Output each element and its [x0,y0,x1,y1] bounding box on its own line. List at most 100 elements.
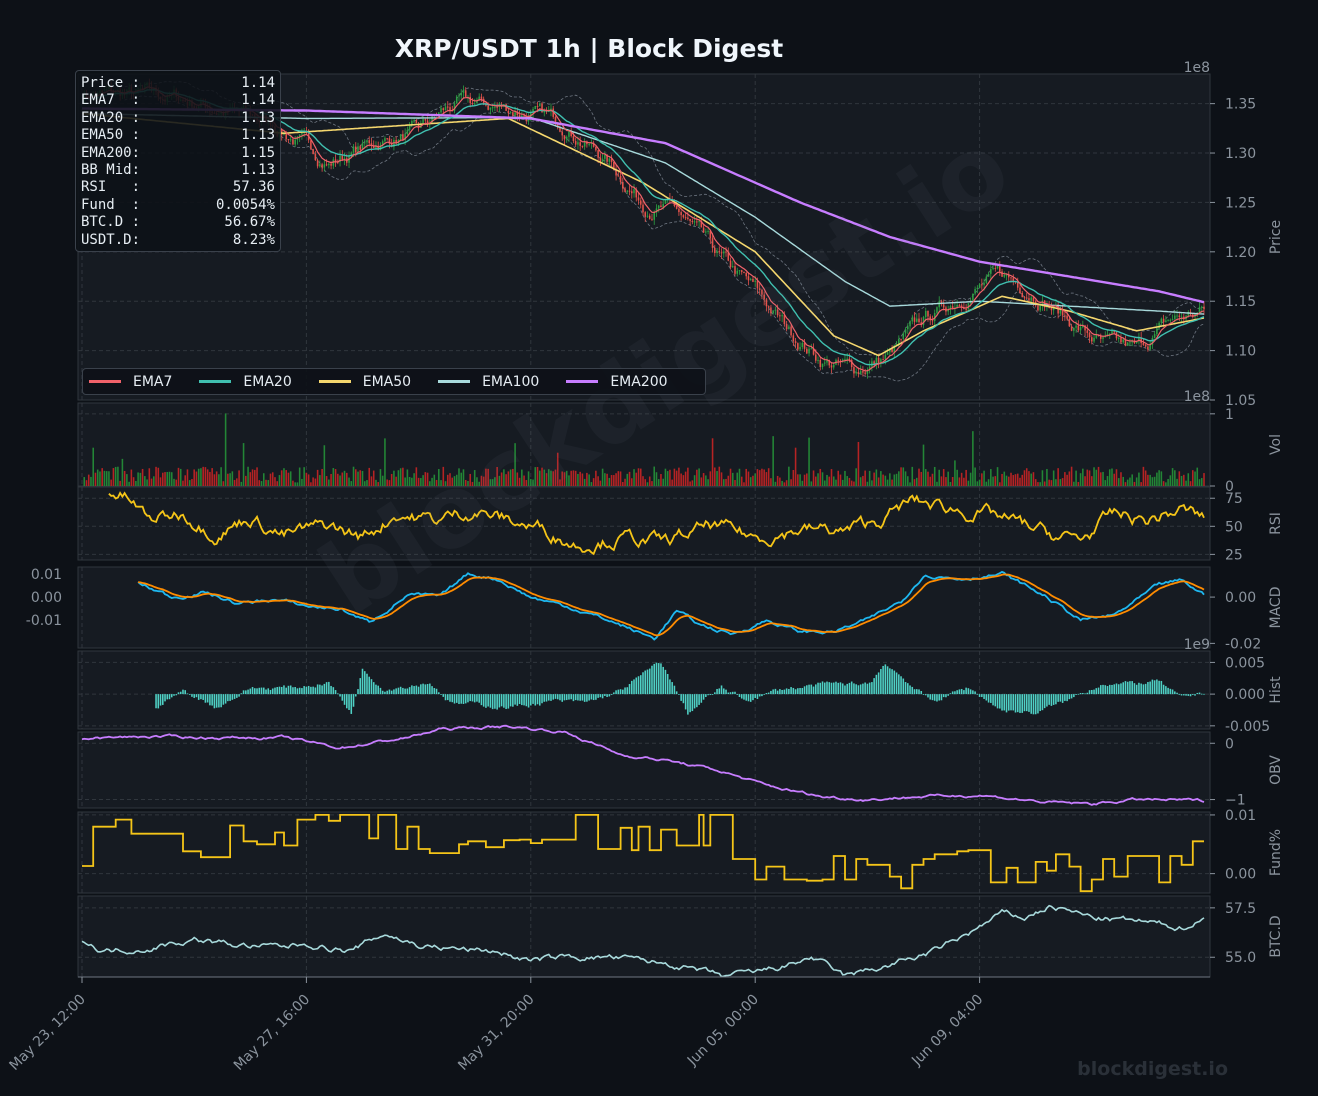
hist-bar [525,694,528,707]
candle-body [372,145,375,148]
volume-bar [727,475,730,486]
volume-bar [471,481,474,486]
hist-bar [774,688,777,695]
info-label: BTC.D : [81,214,141,231]
hist-bar [1111,684,1113,695]
volume-bar [969,472,972,486]
candle-body [693,221,696,223]
hist-bar [1057,694,1059,702]
hist-bar [940,694,943,701]
hist-bar [1189,694,1192,697]
candle-body [330,163,332,166]
hist-bar [846,683,848,695]
hist-bar [1023,694,1026,712]
volume-bar [1200,478,1203,486]
hist-bar [646,669,649,695]
candle-body [1039,305,1041,311]
volume-bar [1106,476,1109,486]
candle-body [601,158,604,162]
watermark: blockdigest.io [1077,1058,1228,1080]
volume-bar [96,469,99,486]
hist-bar [399,686,402,695]
legend-item-ema20: EMA20 [199,374,292,390]
volume-bar [305,472,308,486]
hist-bar [1158,680,1160,695]
volume-bar [588,474,590,486]
volume-bar [262,473,265,486]
volume-bar [776,475,779,486]
candle-body [985,276,988,283]
volume-bar [922,444,925,486]
volume-bar [137,472,139,486]
candle-body [485,104,487,106]
hist-bar [613,692,615,695]
rsi-line [108,491,1205,556]
hist-bar [718,688,721,695]
legend-item-ema50: EMA50 [318,374,411,390]
hist-bar [202,694,204,700]
candle-body [1160,318,1163,323]
hist-bar [1142,684,1145,695]
candle-body [301,133,303,135]
hist-bar [639,675,642,695]
volume-bar [1160,471,1163,486]
volume-bar [806,473,808,486]
hist-bar [1030,694,1032,714]
volume-bar [368,467,371,486]
hist-bar [289,685,292,695]
hist-bar [402,687,404,695]
hist-bar [770,690,772,695]
volume-bar [990,469,992,486]
hist-bar [595,694,597,700]
volume-bar [902,467,905,486]
hist-bar [832,682,835,695]
candle-body [826,359,828,363]
hist-bar [254,688,256,695]
volume-bar [615,473,617,486]
candle-body [862,371,864,373]
panel-macd [77,566,1211,649]
candle-body [884,354,887,360]
hist-bar [1174,691,1176,695]
volume-bar [310,482,312,486]
volume-bar [1028,471,1030,486]
volume-bar [754,473,756,486]
candle-body [722,251,725,254]
volume-bar [810,481,813,486]
volume-bar [978,479,981,486]
candle-body [494,106,496,108]
hist-bar [1048,694,1050,705]
volume-bar [534,467,537,486]
volume-bar [907,476,909,486]
volume-bar [462,469,465,486]
candle-body [927,310,929,317]
legend-swatch [89,380,121,383]
offset-label: 1e9 [1184,637,1210,653]
info-label: EMA20 : [81,109,141,126]
panel-ylabel: MACD [1268,587,1284,629]
hist-bar [678,694,680,695]
candle-body [538,103,541,107]
candle-body [938,301,940,308]
candle-body [406,129,409,135]
hist-bar [907,683,909,695]
volume-bar [260,481,263,486]
volume-bar [891,479,893,486]
hist-bar [547,694,550,701]
volume-bar [839,474,842,486]
hist-bar [1133,683,1136,695]
hist-bar [976,693,979,695]
candle-body [913,317,916,322]
hist-bar [1099,685,1102,695]
volume-bar [924,469,927,486]
candle-body [1167,319,1169,321]
candle-body [736,270,739,274]
candle-body [521,115,523,119]
volume-bar [693,475,696,486]
volume-bar [675,470,678,486]
volume-bar [406,469,409,486]
y-tick-label: 0.00 [1225,590,1256,606]
volume-bar [866,481,869,486]
hist-bar [1016,694,1019,713]
hist-bar [942,694,945,698]
